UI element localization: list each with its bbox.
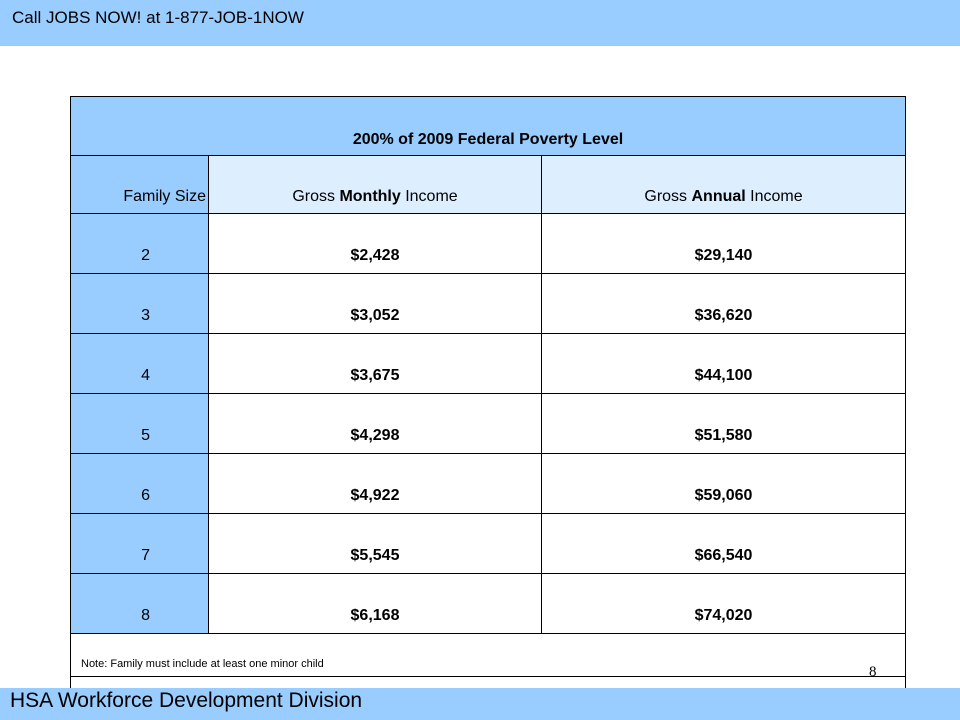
column-header-family-size: Family Size xyxy=(70,155,209,214)
monthly-income-cell: $3,675 xyxy=(208,333,542,394)
monthly-income-cell: $2,428 xyxy=(208,213,542,274)
table-row: 7 $5,545 $66,540 xyxy=(70,513,907,574)
family-size-cell: 5 xyxy=(70,393,209,454)
top-banner: Call JOBS NOW! at 1-877-JOB-1NOW xyxy=(0,0,960,46)
monthly-income-cell: $5,545 xyxy=(208,513,542,574)
family-size-cell: 6 xyxy=(70,453,209,514)
table-row: 4 $3,675 $44,100 xyxy=(70,333,907,394)
annual-income-cell: $44,100 xyxy=(540,333,907,394)
monthly-income-cell: $3,052 xyxy=(208,273,542,334)
table-row: 3 $3,052 $36,620 xyxy=(70,273,907,334)
family-size-cell: 2 xyxy=(70,213,209,274)
table-row: 2 $2,428 $29,140 xyxy=(70,213,907,274)
annual-income-cell: $74,020 xyxy=(540,573,907,634)
monthly-income-cell: $6,168 xyxy=(208,573,542,634)
family-size-cell: 3 xyxy=(70,273,209,334)
annual-income-cell: $29,140 xyxy=(540,213,907,274)
column-header-annual: Gross Annual Income xyxy=(540,155,907,214)
annual-income-cell: $66,540 xyxy=(540,513,907,574)
table-title: 200% of 2009 Federal Poverty Level xyxy=(69,96,907,156)
table-row: 8 $6,168 $74,020 xyxy=(70,573,907,634)
annual-income-cell: $51,580 xyxy=(540,393,907,454)
family-size-cell: 4 xyxy=(70,333,209,394)
note-minor-child: Note: Family must include at least one m… xyxy=(69,633,907,677)
family-size-cell: 7 xyxy=(70,513,209,574)
annual-income-cell: $36,620 xyxy=(540,273,907,334)
family-size-cell: 8 xyxy=(70,573,209,634)
annual-income-cell: $59,060 xyxy=(540,453,907,514)
bottom-banner: HSA Workforce Development Division xyxy=(0,688,960,720)
monthly-income-cell: $4,298 xyxy=(208,393,542,454)
page-number: 8 xyxy=(869,664,877,680)
column-header-monthly: Gross Monthly Income xyxy=(208,155,542,214)
table-row: 5 $4,298 $51,580 xyxy=(70,393,907,454)
division-name: HSA Workforce Development Division xyxy=(10,689,363,712)
poverty-level-table: 200% of 2009 Federal Poverty Level Famil… xyxy=(69,96,907,720)
monthly-income-cell: $4,922 xyxy=(208,453,542,514)
table-row: 6 $4,922 $59,060 xyxy=(70,453,907,514)
hotline-text: Call JOBS NOW! at 1-877-JOB-1NOW xyxy=(12,8,304,27)
